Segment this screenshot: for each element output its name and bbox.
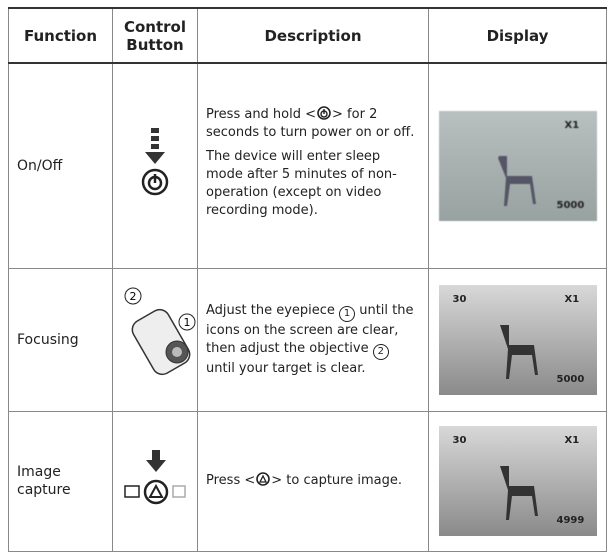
- count: 5000: [556, 199, 585, 211]
- deer: [497, 155, 536, 206]
- control-cell: [112, 62, 198, 269]
- header-cell: Description: [197, 7, 429, 64]
- power-icon: [317, 105, 331, 120]
- capture-icon: [256, 472, 271, 486]
- text: until the icons on the screen are clear,…: [206, 302, 414, 356]
- count: 5000: [556, 373, 585, 385]
- description-cell: Adjust the eyepiece 1 until the icons on…: [197, 267, 429, 412]
- function-cell: On/Off: [8, 62, 113, 269]
- display-cell: X1 5000: [428, 62, 607, 269]
- power-button-icon: [141, 127, 169, 195]
- zoom: X1: [564, 435, 580, 446]
- label: 2: [130, 290, 137, 303]
- header-cell: Function: [8, 7, 113, 64]
- header-cell: Display: [428, 7, 607, 64]
- function-cell: Focusing: [8, 267, 113, 412]
- memory: 30: [452, 435, 467, 446]
- label: 1: [184, 316, 191, 329]
- function-cell: Image capture: [8, 410, 113, 552]
- circled-number: 2: [372, 343, 389, 360]
- row: Image capture Press < > to capture image.…: [8, 410, 607, 552]
- header-cell: Control Button: [112, 7, 198, 64]
- display-image: 30 X1 5000: [438, 284, 597, 395]
- description-cell: Press and hold < > for 2 seconds to turn …: [197, 62, 429, 269]
- display-image: 30 X1 4999: [438, 426, 597, 536]
- display-cell: 30 X1 5000: [428, 267, 607, 412]
- text: Press and hold <: [206, 106, 317, 122]
- device-drawing: 21: [124, 287, 196, 375]
- function-table: Function Control Button Description Disp…: [8, 7, 607, 552]
- control-cell: [112, 410, 198, 552]
- zoom: X1: [564, 293, 580, 305]
- zoom: X1: [564, 119, 580, 131]
- display-image: X1 5000: [438, 110, 597, 221]
- capture-button-icon: [124, 450, 186, 505]
- row: On/Off Press and hold < > for 2 seconds t…: [8, 62, 607, 269]
- text: until your target is clear.: [206, 360, 366, 376]
- deer: [499, 324, 538, 379]
- memory: 30: [452, 293, 467, 305]
- text: Press <: [206, 473, 256, 488]
- text: > for 2 seconds to turn power on or off.: [206, 106, 415, 140]
- text: > to capture image.: [271, 473, 402, 488]
- display-cell: 30 X1 4999: [428, 410, 607, 552]
- text: The device will enter sleep mode after 5…: [206, 148, 397, 218]
- circled-number: 1: [339, 305, 356, 322]
- description-cell: Press < > to capture image.: [197, 410, 429, 552]
- count: 4999: [556, 515, 585, 526]
- header-row: Function Control Button Description Disp…: [8, 7, 607, 64]
- text: Adjust the eyepiece: [206, 302, 340, 318]
- deer: [499, 466, 538, 520]
